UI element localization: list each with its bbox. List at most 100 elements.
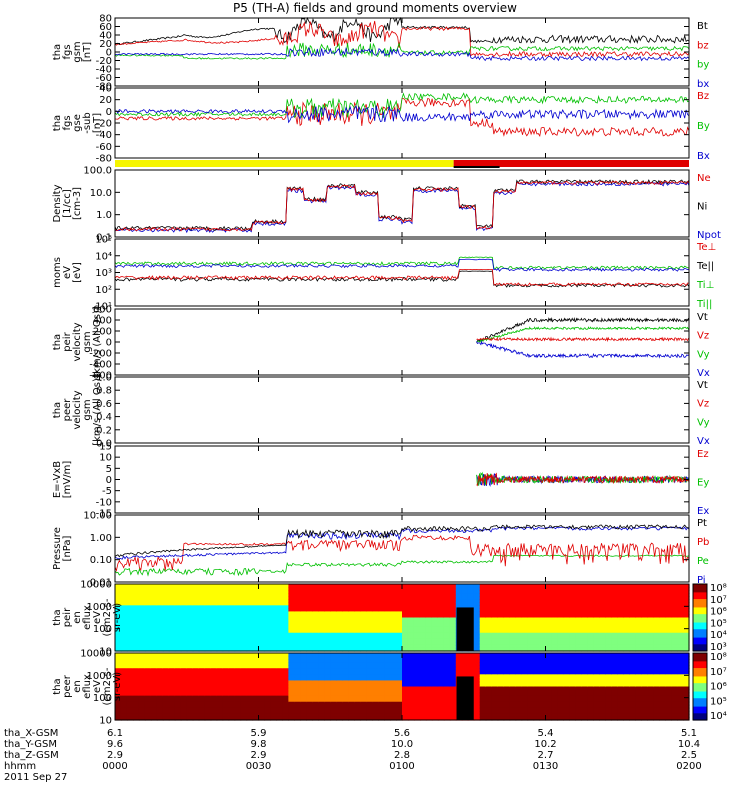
spectrogram-cell bbox=[144, 611, 152, 616]
spectrogram-cell bbox=[174, 701, 182, 706]
spectrogram-cell bbox=[473, 590, 481, 594]
spectrogram-cell bbox=[551, 695, 559, 700]
spectrogram-cell bbox=[623, 623, 630, 628]
spectrogram-cell bbox=[497, 710, 505, 715]
spectrogram-cell bbox=[593, 647, 600, 652]
spectrogram-cell bbox=[659, 641, 666, 646]
spectrogram-cell bbox=[557, 701, 565, 706]
spectrogram-cell bbox=[246, 671, 254, 675]
y-axis-label: gsm bbox=[82, 331, 93, 352]
spectrogram-cell bbox=[611, 680, 618, 685]
colorbar-tick-label: 10⁸ bbox=[710, 652, 727, 663]
spectrogram-cell bbox=[545, 680, 553, 685]
spectrogram-cell bbox=[258, 626, 266, 631]
y-axis-label: velocity bbox=[72, 322, 83, 361]
spectrogram-cell bbox=[515, 701, 523, 706]
spectrogram-cell bbox=[330, 620, 337, 625]
spectrogram-cell bbox=[605, 596, 612, 600]
spectrogram-cell bbox=[551, 713, 559, 718]
spectrogram-cell bbox=[437, 602, 445, 606]
spectrogram-cell bbox=[677, 677, 684, 682]
spectrogram-cell bbox=[228, 626, 236, 631]
y-tick-label: 1.00 bbox=[90, 533, 112, 544]
spectrogram-cell bbox=[150, 686, 158, 691]
spectrogram-cell bbox=[126, 653, 134, 657]
spectrogram-cell bbox=[407, 674, 415, 678]
spectrogram-cell bbox=[174, 710, 182, 715]
y-tick-label: -20 bbox=[96, 56, 112, 67]
spectrogram-cell bbox=[216, 617, 224, 622]
spectrogram-cell bbox=[222, 692, 230, 697]
spectrogram-cell bbox=[378, 599, 385, 603]
spectrogram-cell bbox=[407, 584, 415, 588]
spectrogram-cell bbox=[312, 584, 319, 588]
spectrogram-cell bbox=[366, 584, 373, 588]
spectrogram-cell bbox=[270, 641, 278, 646]
spectrogram-cell bbox=[288, 665, 295, 669]
spectrogram-cell bbox=[491, 716, 499, 721]
spectrogram-cell bbox=[115, 584, 122, 588]
colorbar-frame bbox=[692, 583, 708, 652]
spectrogram-cell bbox=[467, 596, 475, 600]
spectrogram-cell bbox=[150, 587, 158, 591]
spectrogram-cell bbox=[210, 590, 218, 594]
spectrogram-cell bbox=[617, 704, 624, 709]
spectrogram-cell bbox=[683, 611, 690, 616]
spectrogram-cell bbox=[587, 635, 594, 640]
spectrogram-cell bbox=[449, 671, 457, 675]
spectrogram-cell bbox=[665, 653, 672, 657]
spectrogram-cell bbox=[115, 644, 122, 649]
spectrogram-cell bbox=[575, 656, 582, 660]
spectrogram-cell bbox=[647, 686, 654, 691]
spectrogram-cell bbox=[222, 611, 230, 616]
spectrogram-cell bbox=[144, 614, 152, 619]
spectrogram-cell bbox=[120, 704, 128, 709]
spectrogram-cell bbox=[587, 647, 594, 652]
spectrogram-cell bbox=[443, 602, 451, 606]
spectrogram-cell bbox=[246, 662, 254, 666]
spectrogram-cell bbox=[521, 698, 529, 703]
plot-title: P5 (TH-A) fields and ground moments over… bbox=[233, 1, 517, 15]
spectrogram-cell bbox=[246, 587, 254, 591]
spectrogram-cell bbox=[378, 623, 385, 628]
spectrogram-cell bbox=[473, 695, 481, 700]
spectrogram-cell bbox=[551, 659, 559, 663]
spectrogram-cell bbox=[216, 608, 224, 613]
spectrogram-cell bbox=[485, 647, 493, 652]
spectrogram-data-gap bbox=[456, 607, 474, 651]
spectrogram-cell bbox=[288, 695, 295, 700]
spectrogram-cell bbox=[216, 716, 224, 721]
spectrogram-cell bbox=[150, 629, 158, 634]
y-tick-label: 0.2 bbox=[96, 425, 112, 436]
spectrogram-cell bbox=[270, 662, 278, 666]
y-axis-label: (cm2-s- bbox=[102, 667, 113, 705]
spectrogram-cell bbox=[467, 599, 475, 603]
spectrogram-cell bbox=[659, 605, 666, 609]
spectrogram-cell bbox=[366, 674, 373, 678]
spectrogram-cell bbox=[587, 641, 594, 646]
spectrogram-cell bbox=[324, 692, 331, 697]
spectrogram-cell bbox=[671, 632, 678, 637]
spectrogram-cell bbox=[413, 692, 421, 697]
colorbar-cell bbox=[693, 599, 707, 602]
spectrogram-cell bbox=[270, 671, 278, 675]
spectrogram-cell bbox=[623, 590, 630, 594]
spectrogram-cell bbox=[629, 626, 636, 631]
spectrogram-cell bbox=[533, 683, 541, 688]
spectrogram-cell bbox=[156, 623, 164, 628]
spectrogram-cell bbox=[186, 593, 194, 597]
spectrogram-cell bbox=[390, 704, 397, 709]
spectrogram-cell bbox=[294, 695, 301, 700]
spectrogram-cell bbox=[354, 665, 361, 669]
spectrogram-cell bbox=[348, 632, 355, 637]
y-tick-label: -60 bbox=[96, 73, 112, 84]
spectrogram-cell bbox=[324, 677, 331, 682]
spectrogram-cell bbox=[270, 584, 278, 588]
spectrogram-cell bbox=[551, 710, 559, 715]
spectrogram-cell bbox=[336, 716, 343, 721]
spectrogram-cell bbox=[671, 620, 678, 625]
spectrogram-cell bbox=[120, 623, 128, 628]
spectrogram-cell bbox=[390, 593, 397, 597]
spectrogram-cell bbox=[234, 632, 242, 637]
spectrogram-cell bbox=[156, 716, 164, 721]
